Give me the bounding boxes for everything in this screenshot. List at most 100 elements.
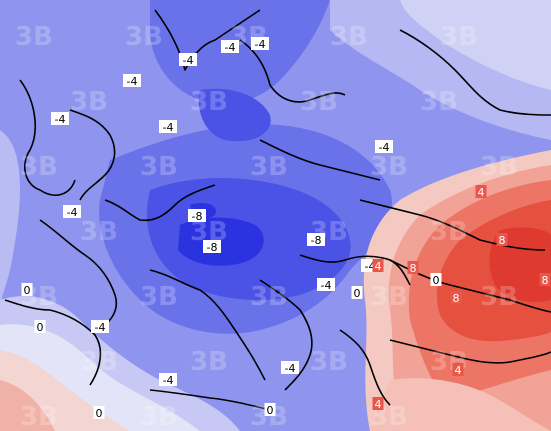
contour-label-text: 0 [433, 274, 440, 287]
watermark-logo: 3B [140, 152, 178, 182]
contour-label: -4 [221, 40, 239, 54]
watermark-logo: 3B [190, 87, 228, 117]
anomaly-region-baltic-cold [198, 88, 271, 142]
contour-label-text: 4 [375, 398, 382, 411]
contour-label-text: 0 [37, 321, 44, 334]
watermark-logo: 3B [140, 282, 178, 312]
contour-label-text: -4 [379, 141, 390, 154]
contour-label-text: 4 [455, 364, 462, 377]
watermark-logo: 3B [250, 282, 288, 312]
watermark-logo: 3B [370, 282, 408, 312]
contour-label-text: 4 [375, 260, 382, 273]
contour-label: 0 [93, 406, 105, 420]
contour-labels: -4 -4 -4 -4 -4 -4 -4 -4 -4 -4 -4 -4 -4 -8 -8 -8 0 0 0 0 0 0 4 4… [21, 37, 551, 420]
contour-label: 4 [372, 259, 384, 273]
contour-label: -4 [91, 320, 109, 334]
contour-label: 0 [351, 286, 363, 300]
coast-italy [149, 269, 266, 381]
watermark-layer: 3B 3B 3B 3B 3B 3B 3B 3B 3B 3B 3B 3B 3B 3B 3B 3B 3B 3B 3B 3B… [15, 22, 518, 431]
border-russia [399, 29, 551, 116]
contour-label-text: -4 [163, 374, 174, 387]
watermark-logo: 3B [20, 402, 58, 431]
coast-ireland [19, 79, 76, 196]
contour-label-text: -4 [127, 75, 138, 88]
watermark-logo: 3B [80, 217, 118, 247]
contour-label: 0 [430, 273, 442, 287]
contour-label-text: -8 [311, 234, 322, 247]
watermark-logo: 3B [250, 152, 288, 182]
contour-label-text: -4 [95, 321, 106, 334]
watermark-logo: 3B [480, 282, 518, 312]
coast-baltic [239, 39, 346, 103]
contour-label: 8 [496, 233, 508, 247]
contour-label-text: -4 [225, 41, 236, 54]
contour-label-text: -4 [183, 54, 194, 67]
watermark-logo: 3B [420, 87, 458, 117]
contour-label: 8 [539, 273, 551, 287]
contour-label-text: -4 [255, 38, 266, 51]
coast-france-north [104, 184, 216, 222]
contour-label: -4 [51, 112, 69, 126]
contour-label-text: -8 [207, 241, 218, 254]
coast-turkey [389, 339, 551, 364]
contour-label-text: 0 [354, 287, 361, 300]
contour-label: 0 [264, 403, 276, 417]
coast-iberia [4, 299, 102, 386]
contour-label-text: 8 [499, 234, 506, 247]
contour-label-text: 8 [410, 262, 417, 275]
coast-greece [339, 329, 391, 406]
contour-label-text: 8 [542, 274, 549, 287]
watermark-logo: 3B [440, 22, 478, 52]
coast-britain [69, 109, 116, 201]
watermark-logo: 3B [125, 22, 163, 52]
watermark-logo: 3B [300, 87, 338, 117]
watermark-logo: 3B [80, 347, 118, 377]
watermark-logo: 3B [70, 87, 108, 117]
contour-label-text: 0 [96, 407, 103, 420]
contour-label: -4 [251, 37, 269, 51]
anomaly-region-northeast-lighter [400, 0, 551, 90]
contour-label-text: 8 [453, 292, 460, 305]
contour-label: -4 [375, 140, 393, 154]
contour-label: -4 [63, 205, 81, 219]
contour-label-text: -4 [365, 260, 376, 273]
watermark-logo: 3B [370, 152, 408, 182]
contour-label-text: -4 [67, 206, 78, 219]
anomaly-region-atlantic-light [0, 130, 20, 310]
contour-label-text: 0 [267, 404, 274, 417]
contour-label: -4 [123, 74, 141, 88]
contour-label-text: 4 [478, 186, 485, 199]
coast-balkans [299, 254, 411, 286]
contour-label: 4 [475, 185, 487, 199]
contour-label: -4 [317, 278, 335, 292]
contour-label: -4 [281, 361, 299, 375]
border-poland [259, 139, 381, 181]
watermark-logo: 3B [330, 22, 368, 52]
contour-label: -8 [188, 209, 206, 223]
coastline-layer [4, 9, 551, 411]
anomaly-region-southwest-warmer [0, 380, 55, 431]
contour-label: 8 [450, 291, 462, 305]
coast-black-sea-north [359, 199, 546, 251]
contour-label-text: -4 [55, 113, 66, 126]
contour-label: 4 [372, 397, 384, 411]
contour-label-text: 0 [24, 284, 31, 297]
contour-label-text: -4 [285, 362, 296, 375]
contour-label: -4 [159, 373, 177, 387]
coast-france-west [39, 219, 117, 331]
contour-label-text: -4 [163, 121, 174, 134]
watermark-logo: 3B [430, 217, 468, 247]
contour-label: -4 [159, 120, 177, 134]
watermark-logo: 3B [20, 152, 58, 182]
contour-label-text: -8 [192, 210, 203, 223]
anomaly-region-scandinavia-cold [150, 0, 330, 104]
watermark-logo: 3B [480, 152, 518, 182]
watermark-logo: 3B [140, 402, 178, 431]
watermark-logo: 3B [15, 22, 53, 52]
contour-label: 4 [452, 363, 464, 377]
watermark-logo: 3B [190, 347, 228, 377]
coast-adriatic [259, 279, 313, 391]
contour-label: 8 [407, 261, 419, 275]
